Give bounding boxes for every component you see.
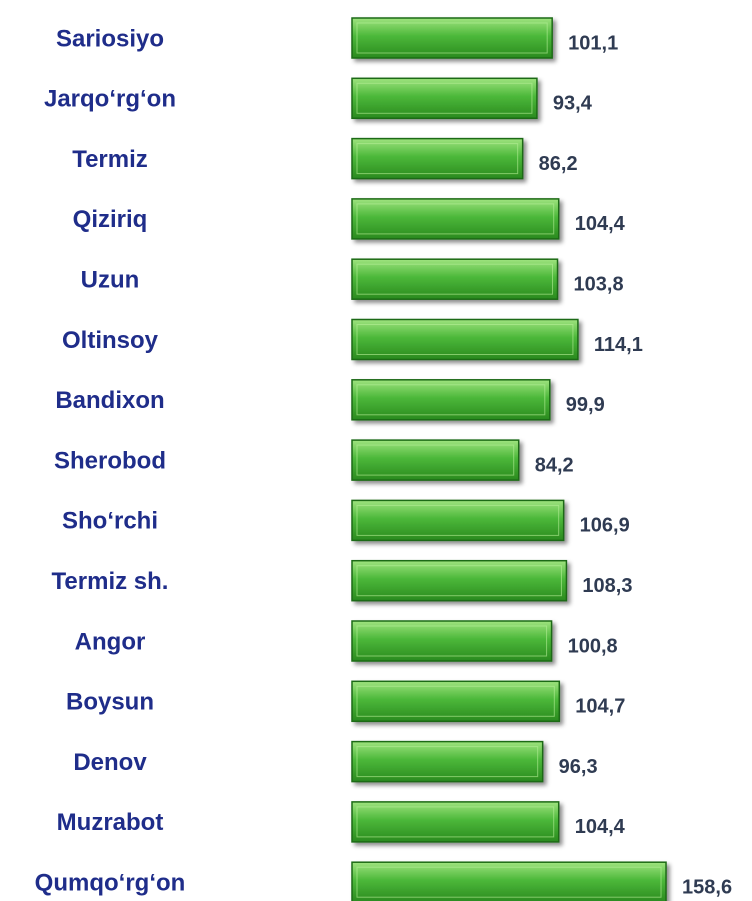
bar [351, 77, 538, 120]
bar-bevel [356, 324, 574, 355]
bar [351, 861, 667, 901]
bar [351, 680, 561, 723]
bar-bevel [356, 444, 515, 476]
bar [351, 499, 565, 542]
value-label: 114,1 [594, 334, 643, 356]
value-label: 104,4 [575, 213, 626, 235]
category-label: Uzun [81, 267, 140, 294]
category-label: Denov [73, 749, 147, 776]
bar-bevel [356, 384, 546, 416]
bar [351, 620, 553, 662]
category-label: Termiz [72, 146, 148, 173]
bar-bevel [356, 22, 548, 54]
bar-bevel [356, 866, 662, 898]
bar [351, 137, 524, 180]
bar [351, 439, 520, 481]
value-label: 99,9 [566, 394, 605, 416]
bar-bevel [356, 504, 560, 536]
category-label: Sariosiyo [56, 25, 164, 52]
value-label: 104,7 [575, 696, 625, 718]
value-label: 93,4 [553, 93, 593, 115]
category-label: Bandixon [55, 387, 164, 414]
bar [351, 559, 568, 602]
bar [351, 198, 560, 240]
category-label: Qumqo‘rg‘on [35, 870, 186, 897]
bar-bevel [356, 143, 519, 175]
bar-bevel [356, 746, 539, 778]
bar-bevel [356, 263, 554, 295]
bar [351, 801, 560, 843]
value-label: 96,3 [559, 756, 598, 778]
value-label: 158,6 [682, 876, 732, 898]
bar-bevel [356, 806, 555, 838]
value-label: 100,8 [568, 635, 618, 657]
bar [351, 740, 544, 783]
bar-bevel [356, 685, 555, 717]
bar-bevel [356, 82, 533, 114]
value-label: 101,1 [568, 32, 618, 54]
category-label: Boysun [66, 689, 154, 716]
value-label: 103,8 [574, 273, 624, 295]
category-label: Angor [75, 628, 146, 655]
value-label: 106,9 [580, 515, 630, 537]
value-label: 86,2 [539, 153, 578, 175]
value-label: 84,2 [535, 454, 574, 476]
bar [351, 258, 559, 300]
category-label: Jarqo‘rg‘on [44, 86, 176, 113]
bar [351, 17, 553, 59]
category-label: Sherobod [54, 447, 166, 474]
bar [351, 318, 579, 361]
bar-bevel [356, 203, 555, 235]
value-label: 108,3 [582, 575, 632, 597]
category-label: Oltinsoy [62, 327, 159, 354]
bar [351, 379, 551, 421]
category-label: Qiziriq [73, 206, 148, 233]
bar-bevel [356, 565, 562, 597]
value-label: 104,4 [575, 816, 626, 838]
category-label: Muzrabot [57, 809, 164, 836]
category-label: Termiz sh. [52, 568, 169, 595]
bar-bevel [356, 625, 548, 657]
category-label: Sho‘rchi [62, 508, 158, 535]
